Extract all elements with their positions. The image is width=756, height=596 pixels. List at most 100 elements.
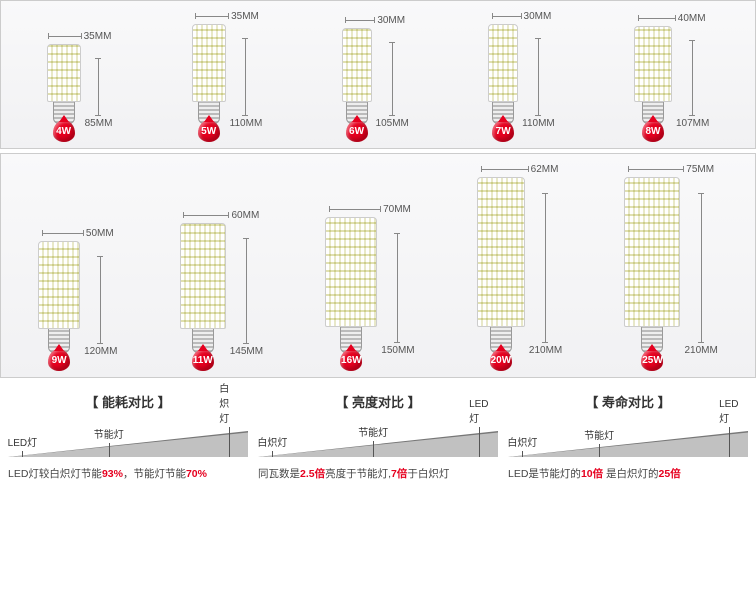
bulb-row: 50MM 9W 120MM 60MM 11W 145MM 70MM 16W 150MM 62MM 2… xyxy=(0,153,756,378)
height-dimension: 110MM xyxy=(522,38,555,129)
bulb-cell: 35MM 4W 85MM xyxy=(47,31,113,142)
bulb-corn xyxy=(342,28,372,102)
height-value: 210MM xyxy=(529,345,562,356)
width-value: 50MM xyxy=(86,228,114,239)
bulb-corn xyxy=(634,26,672,102)
power-badge: 6W xyxy=(346,120,368,142)
width-value: 40MM xyxy=(678,13,706,24)
bulb-cell: 35MM 5W 110MM xyxy=(192,11,263,142)
height-value: 120MM xyxy=(84,346,117,357)
comparison-title: 亮度对比 xyxy=(258,392,498,411)
chart-tick xyxy=(272,451,273,457)
bulb-cell: 50MM 9W 120MM xyxy=(38,228,117,371)
chart-tick-label: 白炽灯 xyxy=(257,434,287,449)
power-badge: 5W xyxy=(198,120,220,142)
comparison-block: 能耗对比LED灯节能灯白炽灯LED灯较白炽灯节能93%，节能灯节能70% xyxy=(8,392,248,482)
height-value: 85MM xyxy=(85,118,113,129)
bulb-cell: 30MM 7W 110MM xyxy=(488,11,555,142)
power-badge: 4W xyxy=(53,120,75,142)
comparison-block: 寿命对比白炽灯 节能灯 LED灯 LED是节能灯的10倍 是白炽灯的25倍 xyxy=(508,392,748,482)
height-value: 210MM xyxy=(684,345,717,356)
height-value: 110MM xyxy=(522,118,555,129)
chart-tick xyxy=(599,444,600,457)
chart-tick xyxy=(373,441,374,457)
height-value: 105MM xyxy=(376,118,409,129)
height-dimension: 145MM xyxy=(230,238,263,357)
chart-tick-label: LED灯 xyxy=(8,434,37,449)
height-dimension: 120MM xyxy=(84,256,117,357)
width-value: 35MM xyxy=(84,31,112,42)
power-badge: 11W xyxy=(192,349,214,371)
width-value: 60MM xyxy=(231,210,259,221)
comparison-row: 能耗对比LED灯节能灯白炽灯LED灯较白炽灯节能93%，节能灯节能70%亮度对比… xyxy=(0,392,756,482)
comparison-chart: 白炽灯节能灯LED灯 xyxy=(508,423,748,457)
bulb-cell: 40MM 8W 107MM xyxy=(634,13,709,142)
comparison-chart: LED灯节能灯白炽灯 xyxy=(8,423,248,457)
width-value: 30MM xyxy=(377,15,405,26)
width-dimension: 70MM xyxy=(329,204,411,215)
power-badge: 7W xyxy=(492,120,514,142)
bulb-cell: 30MM 6W 105MM xyxy=(342,15,409,142)
height-dimension: 150MM xyxy=(381,233,414,356)
bulb-cell: 75MM 25W 210MM xyxy=(624,164,717,371)
power-badge: 16W xyxy=(340,349,362,371)
chart-tick xyxy=(729,427,730,457)
bulb-corn xyxy=(325,217,377,327)
width-dimension: 30MM xyxy=(345,15,405,26)
width-value: 30MM xyxy=(524,11,552,22)
bulb-corn xyxy=(192,24,226,102)
height-value: 145MM xyxy=(230,346,263,357)
chart-tick-label: 白炽灯 xyxy=(219,380,238,425)
bulb-cell: 62MM 20W 210MM xyxy=(477,164,562,371)
comparison-block: 亮度对比白炽灯 节能灯 LED灯同瓦数是2.5倍亮度于节能灯,7倍于白炽灯 xyxy=(258,392,498,482)
comparison-caption: 同瓦数是2.5倍亮度于节能灯,7倍于白炽灯 xyxy=(258,467,498,482)
power-badge: 9W xyxy=(48,349,70,371)
chart-tick xyxy=(479,427,480,457)
bulb-corn xyxy=(624,177,680,327)
width-value: 35MM xyxy=(231,11,259,22)
height-dimension: 107MM xyxy=(676,40,709,129)
height-dimension: 105MM xyxy=(376,42,409,129)
height-dimension: 85MM xyxy=(85,58,113,129)
comparison-caption: LED灯较白炽灯节能93%，节能灯节能70% xyxy=(8,467,248,482)
chart-tick xyxy=(522,451,523,457)
chart-tick xyxy=(229,427,230,457)
bulb-row: 35MM 4W 85MM 35MM 5W 110MM 30MM 6W 105MM 30MM 7W 11… xyxy=(0,0,756,149)
height-dimension: 210MM xyxy=(684,193,717,356)
width-dimension: 30MM xyxy=(492,11,552,22)
power-badge: 8W xyxy=(642,120,664,142)
bulb-corn xyxy=(47,44,81,102)
width-value: 62MM xyxy=(531,164,559,175)
width-dimension: 60MM xyxy=(183,210,259,221)
comparison-title: 寿命对比 xyxy=(508,392,748,411)
height-value: 110MM xyxy=(230,118,263,129)
comparison-caption: LED是节能灯的10倍 是白炽灯的25倍 xyxy=(508,467,748,482)
width-dimension: 62MM xyxy=(481,164,559,175)
width-value: 75MM xyxy=(686,164,714,175)
chart-tick-label: LED灯 xyxy=(719,399,738,425)
chart-tick xyxy=(22,451,23,457)
bulb-corn xyxy=(180,223,226,329)
comparison-title: 能耗对比 xyxy=(8,392,248,411)
width-dimension: 75MM xyxy=(628,164,714,175)
width-dimension: 50MM xyxy=(42,228,114,239)
chart-tick-label: LED灯 xyxy=(469,399,488,425)
height-dimension: 110MM xyxy=(230,38,263,129)
chart-tick-label: 节能灯 xyxy=(358,424,388,439)
height-dimension: 210MM xyxy=(529,193,562,356)
comparison-chart: 白炽灯节能灯LED灯 xyxy=(258,423,498,457)
bulb-corn xyxy=(488,24,518,102)
height-value: 150MM xyxy=(381,345,414,356)
width-value: 70MM xyxy=(383,204,411,215)
chart-tick-label: 节能灯 xyxy=(94,426,124,441)
chart-tick-label: 白炽灯 xyxy=(507,434,537,449)
chart-tick-label: 节能灯 xyxy=(584,427,614,442)
bulb-cell: 60MM 11W 145MM xyxy=(180,210,263,371)
height-value: 107MM xyxy=(676,118,709,129)
power-badge: 25W xyxy=(641,349,663,371)
width-dimension: 35MM xyxy=(195,11,259,22)
power-badge: 20W xyxy=(490,349,512,371)
width-dimension: 40MM xyxy=(638,13,706,24)
chart-tick xyxy=(109,443,110,457)
width-dimension: 35MM xyxy=(48,31,112,42)
